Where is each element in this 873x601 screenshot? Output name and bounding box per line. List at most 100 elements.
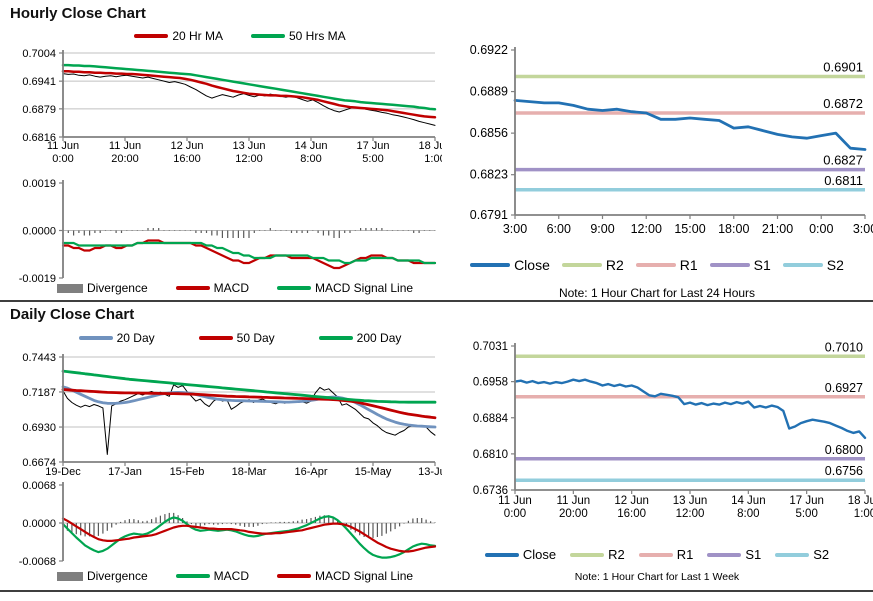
section-divider [0, 300, 873, 302]
y-tick-label: 0.6736 [473, 485, 508, 497]
x-tick-label: 14 Jun [294, 140, 327, 152]
level-label-s1: 0.6800 [825, 443, 863, 457]
x-tick-label: 14 Jun [731, 495, 766, 507]
legend-item-s1: S1 [709, 257, 771, 273]
series-200-day [61, 369, 437, 404]
legend-item-macd: MACD [175, 569, 249, 583]
legend-item-divergence: Divergence [56, 569, 148, 583]
x-tick-label: 0:00 [809, 222, 833, 236]
legend-label: R1 [679, 257, 698, 273]
x-tick-label: 3:00 [853, 222, 873, 236]
x-tick-label: 16:00 [617, 508, 646, 520]
x-tick-label: 12:00 [235, 153, 263, 165]
legend-item-r2: R2 [570, 547, 625, 562]
x-tick-label: 6:00 [547, 222, 571, 236]
x-tick-label: 18:00 [718, 222, 749, 236]
y-tick-label: 0.7031 [473, 341, 508, 353]
x-tick-label: 11 Jun [109, 140, 141, 152]
x-tick-label: 16:00 [173, 153, 201, 165]
x-tick-label: 12 Jun [170, 140, 203, 152]
line-swatch-icon [782, 263, 823, 267]
series-macd [61, 515, 437, 559]
level-label-r2: 0.7010 [825, 340, 863, 354]
legend-item-50-day: 50 Day [198, 331, 275, 345]
y-tick-label: -0.0019 [19, 273, 56, 282]
level-label-r2: 0.6901 [823, 59, 863, 74]
y-tick-label: 0.6674 [22, 457, 56, 469]
line-swatch-icon [638, 552, 673, 557]
legend-label: MACD Signal Line [315, 281, 414, 295]
line-swatch-icon [470, 263, 511, 267]
x-tick-label: 1:00 [854, 508, 873, 520]
legend-item-20-day: 20 Day [78, 331, 155, 345]
x-tick-label: 3:00 [503, 222, 527, 236]
x-tick-label: 11 Jun [47, 140, 79, 152]
series-close [513, 99, 867, 151]
y-tick-label: 0.6884 [473, 413, 509, 425]
x-tick-label: 20:00 [111, 153, 139, 165]
x-tick-label: 11 Jun [556, 495, 590, 507]
x-tick-label: 17 Jun [789, 495, 824, 507]
line-swatch-icon [709, 263, 750, 267]
y-tick-label: 0.7004 [22, 48, 56, 60]
x-tick-label: 16-Apr [294, 466, 327, 478]
line-swatch-icon [78, 336, 113, 340]
level-label-s1: 0.6827 [823, 153, 863, 168]
hourly-pivot-note: Note: 1 Hour Chart for Last 24 Hours [558, 286, 756, 300]
legend-label: R2 [605, 257, 624, 273]
x-tick-label: 20:00 [559, 508, 588, 520]
legend-label: 50 Day [236, 331, 275, 345]
series-20-hr-ma [61, 70, 437, 119]
line-swatch-icon [635, 263, 676, 267]
daily-section-title: Daily Close Chart [10, 306, 135, 323]
x-tick-label: 11 Jun [498, 495, 532, 507]
line-swatch-icon [277, 286, 311, 290]
x-tick-label: 17-Jan [108, 466, 142, 478]
y-tick-label: 0.6922 [470, 43, 508, 57]
bottom-divider [0, 590, 873, 592]
y-tick-label: 0.0019 [22, 178, 56, 190]
weekly-pivot-note: Note: 1 Hour Chart for Last 1 Week [574, 571, 740, 583]
weekly-pivot-legend: Close R2 R1 S1 S2 [443, 547, 871, 562]
y-tick-label: 0.6810 [473, 449, 508, 461]
hourly-macd-legend: Divergence MACD MACD Signal Line [30, 281, 440, 295]
daily-macd-legend: Divergence MACD MACD Signal Line [30, 569, 440, 583]
legend-label: Close [522, 547, 557, 562]
line-swatch-icon [484, 552, 519, 557]
legend-item-r2: R2 [561, 257, 624, 273]
y-tick-label: 0.0000 [22, 518, 56, 530]
legend-label: S1 [745, 547, 762, 562]
line-swatch-icon [318, 336, 353, 340]
series-50-day [61, 388, 437, 420]
legend-label: S1 [753, 257, 771, 273]
legend-item-r1: R1 [635, 257, 698, 273]
legend-item-close: Close [470, 257, 550, 273]
legend-item-s2: S2 [782, 257, 844, 273]
legend-label: Close [514, 257, 550, 273]
x-tick-label: 18-Mar [232, 466, 267, 478]
y-tick-label: 0.6941 [22, 76, 56, 88]
line-swatch-icon [251, 34, 285, 38]
series-close [513, 378, 867, 440]
x-tick-label: 0:00 [52, 153, 73, 165]
x-tick-label: 21:00 [762, 222, 793, 236]
line-swatch-icon [175, 574, 210, 578]
legend-label: R1 [676, 547, 694, 562]
legend-label: 20 Day [116, 331, 155, 345]
line-swatch-icon [707, 552, 742, 557]
series-50-hrs-ma [61, 63, 437, 111]
x-tick-label: 12:00 [631, 222, 662, 236]
y-tick-label: 0.6879 [22, 104, 56, 116]
x-tick-label: 12 Jun [614, 495, 649, 507]
y-tick-label: 0.0068 [22, 480, 56, 492]
legend-item-close: Close [484, 547, 557, 562]
hourly-section-title: Hourly Close Chart [10, 5, 146, 22]
y-tick-label: 0.7187 [22, 387, 56, 399]
legend-item-divergence: Divergence [56, 281, 148, 295]
legend-label: MACD [213, 569, 249, 583]
x-tick-label: 17 Jun [356, 140, 389, 152]
x-tick-label: 19-Dec [45, 466, 81, 478]
legend-label: MACD Signal Line [315, 569, 414, 583]
